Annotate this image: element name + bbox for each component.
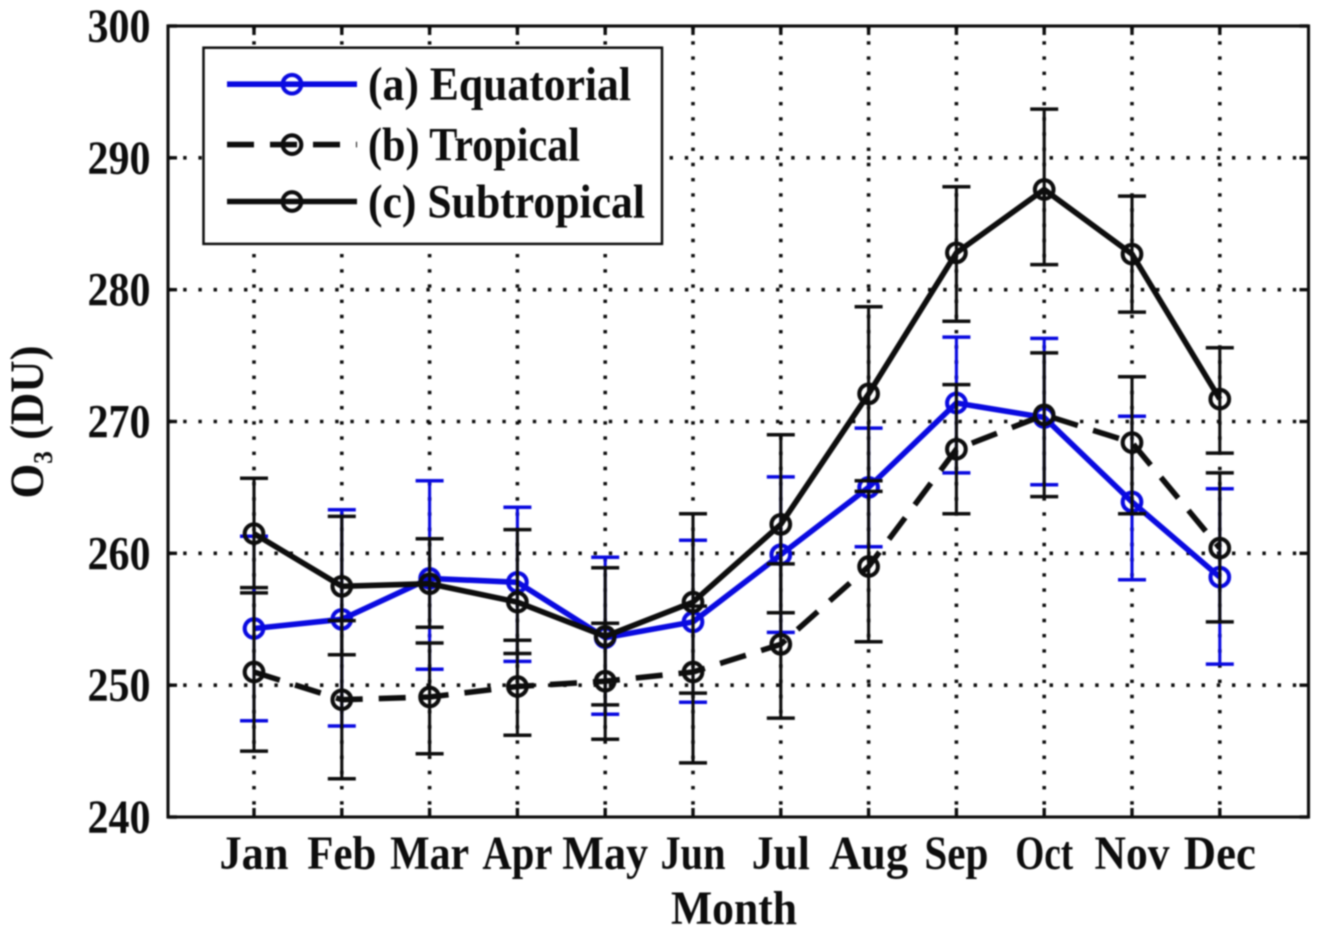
svg-text:(b) Tropical: (b) Tropical [368, 119, 580, 172]
svg-text:O3 (DU): O3 (DU) [1, 346, 58, 499]
svg-text:250: 250 [88, 659, 151, 712]
svg-text:Aug: Aug [829, 827, 908, 880]
svg-text:260: 260 [88, 527, 151, 580]
svg-text:Jan: Jan [220, 827, 289, 880]
svg-text:Month: Month [671, 882, 797, 935]
svg-text:May: May [562, 827, 648, 880]
svg-text:Feb: Feb [307, 827, 376, 880]
svg-text:(a) Equatorial: (a) Equatorial [368, 58, 631, 111]
svg-text:240: 240 [88, 791, 151, 844]
svg-text:Nov: Nov [1095, 827, 1170, 880]
svg-text:Jul: Jul [752, 827, 810, 880]
svg-text:270: 270 [88, 396, 151, 449]
svg-text:Sep: Sep [924, 827, 988, 880]
svg-text:290: 290 [88, 132, 151, 185]
svg-text:(c) Subtropical: (c) Subtropical [368, 176, 645, 229]
svg-text:Mar: Mar [390, 827, 469, 880]
svg-text:280: 280 [88, 264, 151, 317]
svg-text:Apr: Apr [482, 827, 552, 880]
svg-text:300: 300 [88, 0, 151, 53]
svg-text:Jun: Jun [661, 827, 726, 880]
svg-text:Oct: Oct [1015, 827, 1073, 880]
svg-text:Dec: Dec [1184, 827, 1256, 880]
